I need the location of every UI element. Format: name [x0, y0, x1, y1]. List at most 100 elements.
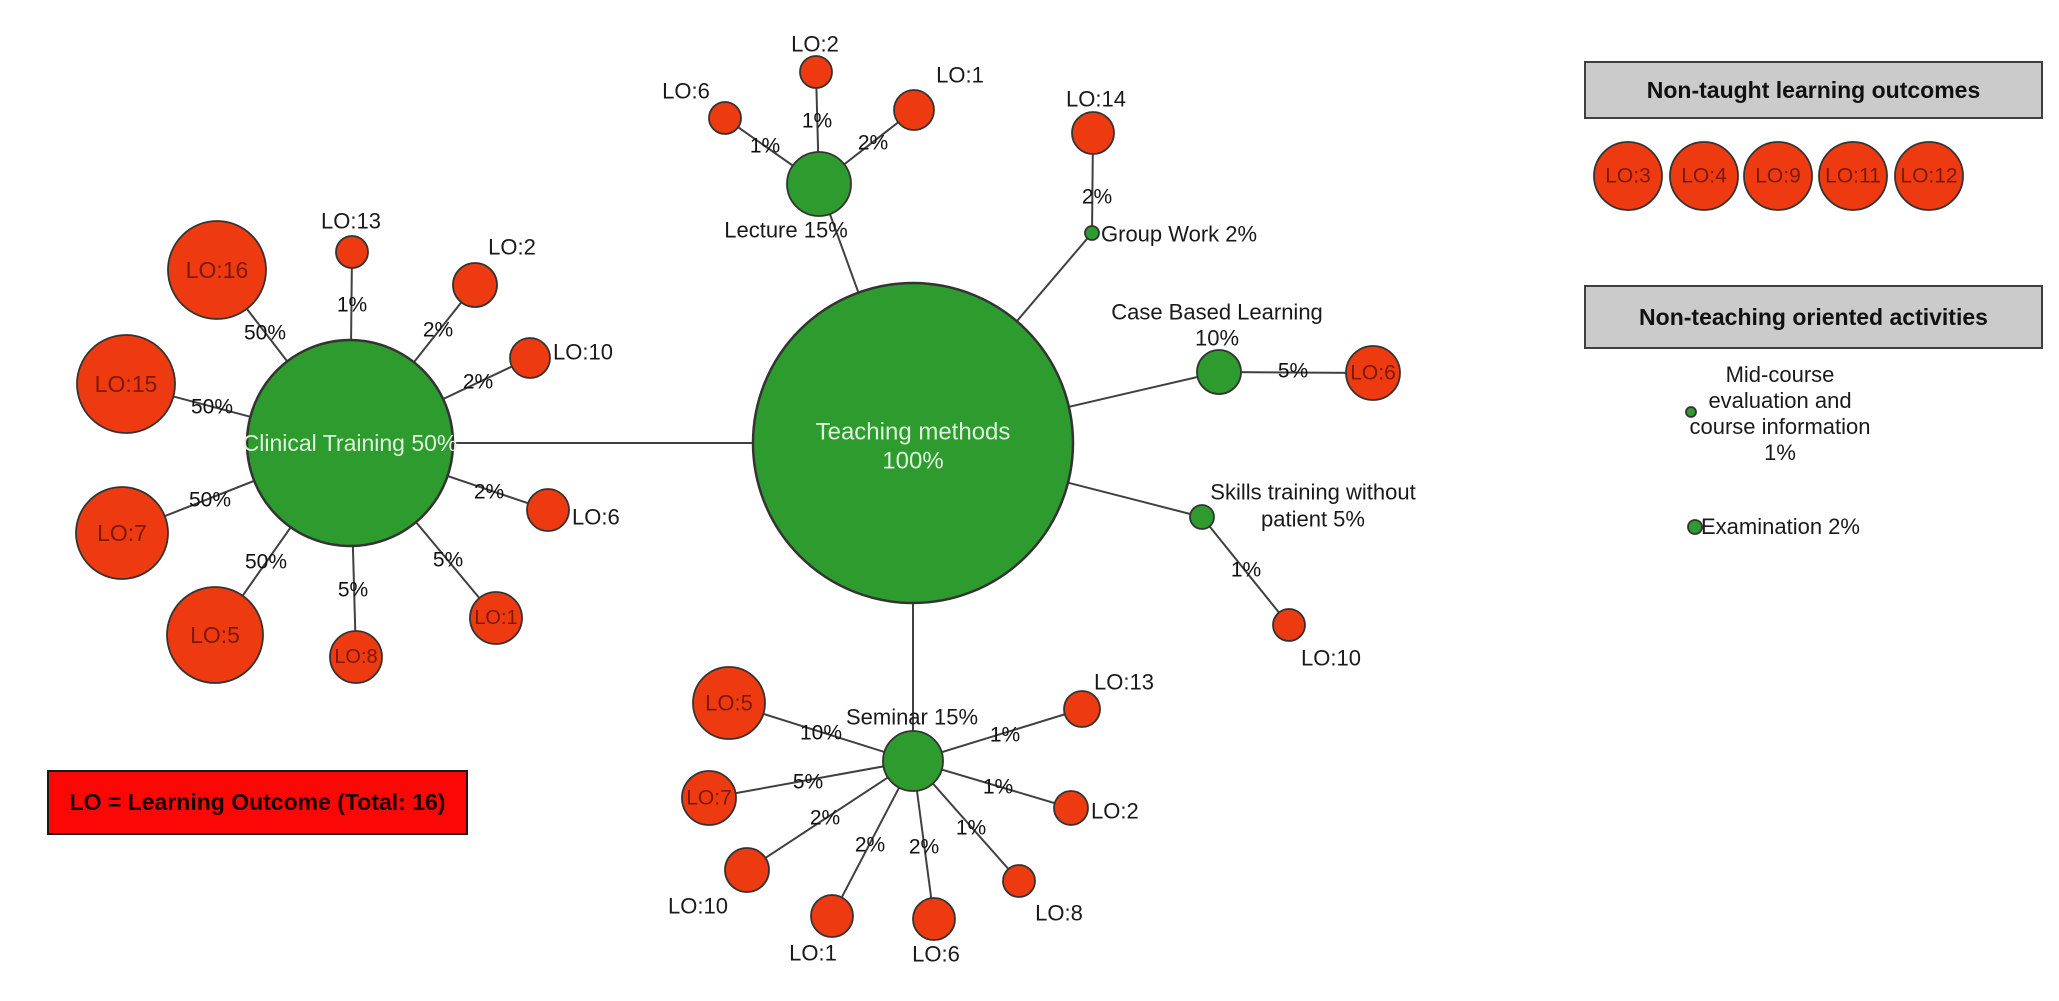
node-label-sem_lo7: LO:7 — [686, 787, 732, 810]
node-label-skills-line2: patient 5% — [1261, 507, 1365, 532]
node-label-sem_lo13: LO:13 — [1094, 670, 1154, 695]
node-label-cbl_lo6: LO:6 — [1350, 362, 1396, 385]
edge-label-clinical-cl_lo2: 2% — [423, 319, 453, 342]
node-label-cl_lo6: LO:6 — [572, 505, 620, 530]
edge-label-case_based-cbl_lo6: 5% — [1278, 360, 1308, 383]
node-seminar — [882, 730, 944, 792]
node-label-teaching-line2: 100% — [882, 448, 943, 475]
node-label-cl_lo16: LO:16 — [186, 257, 249, 283]
edge-label-seminar-sem_lo7: 5% — [793, 771, 823, 794]
node-cl_lo7 — [75, 486, 169, 580]
node-label-cl_lo7: LO:7 — [97, 520, 147, 546]
node-label-lec_lo1: LO:1 — [936, 63, 984, 88]
edge-label-lecture-lec_lo6: 1% — [750, 135, 780, 158]
node-label-case_based-line2: 10% — [1195, 326, 1239, 351]
node-label-cl_lo8: LO:8 — [334, 646, 377, 668]
node-sk_lo10 — [1272, 608, 1306, 642]
edge-label-clinical-cl_lo1: 5% — [433, 549, 463, 572]
examination-label: Examination 2% — [1701, 514, 1860, 539]
edge-label-clinical-cl_lo6: 2% — [474, 481, 504, 504]
non-teaching-activities-title: Non-teaching oriented activities — [1639, 303, 1988, 330]
mid-course-line-3: course information — [1689, 414, 1871, 439]
node-clinical — [245, 338, 455, 548]
edge-label-seminar-sem_lo5: 10% — [800, 722, 842, 745]
node-label-lo14: LO:14 — [1066, 87, 1126, 112]
node-cl_lo5 — [166, 586, 264, 684]
node-lec_lo6 — [708, 101, 742, 135]
node-label-nt_lo4: LO:4 — [1681, 165, 1727, 188]
node-label-nt_lo12: LO:12 — [1900, 165, 1957, 188]
edge-skills-sk_lo10 — [1201, 516, 1290, 626]
edge-label-skills-sk_lo10: 1% — [1231, 559, 1261, 582]
legend-box: LO = Learning Outcome (Total: 16) — [47, 770, 468, 835]
node-label-lec_lo6: LO:6 — [662, 79, 710, 104]
node-sem_lo6 — [912, 897, 956, 941]
node-label-cl_lo13: LO:13 — [321, 209, 381, 234]
node-cbl_lo6 — [1345, 345, 1401, 401]
node-label-sem_lo1: LO:1 — [789, 941, 837, 966]
node-cl_lo6 — [526, 488, 570, 532]
mid-course-evaluation-label: Mid-course evaluation and course informa… — [1680, 362, 1880, 466]
non-taught-outcomes-title: Non-taught learning outcomes — [1646, 76, 1981, 103]
mid-course-line-2: evaluation and — [1708, 388, 1852, 413]
node-label-cl_lo10: LO:10 — [553, 340, 613, 365]
node-label-lecture: Lecture 15% — [724, 218, 848, 243]
node-label-teaching-line1: Teaching methods — [816, 419, 1011, 446]
edge-label-seminar-sem_lo1: 2% — [855, 834, 885, 857]
node-mid_course_dot — [1685, 406, 1697, 418]
node-label-sem_lo5: LO:5 — [705, 691, 753, 716]
node-examination_dot — [1687, 519, 1703, 535]
node-lec_lo2 — [799, 55, 833, 89]
node-sem_lo5 — [692, 666, 766, 740]
edge-label-lecture-lec_lo1: 2% — [858, 132, 888, 155]
node-label-nt_lo9: LO:9 — [1755, 165, 1801, 188]
node-lecture — [786, 151, 852, 217]
node-sem_lo13 — [1063, 690, 1101, 728]
node-nt_lo11 — [1818, 141, 1888, 211]
edge-label-clinical-cl_lo8: 5% — [338, 579, 368, 602]
edge-label-seminar-sem_lo13: 1% — [990, 724, 1020, 747]
node-nt_lo9 — [1743, 141, 1813, 211]
node-teaching — [751, 281, 1075, 605]
edge-seminar-sem_lo10 — [746, 760, 914, 871]
node-label-sem_lo6: LO:6 — [912, 942, 960, 967]
node-label-sem_lo2: LO:2 — [1091, 799, 1139, 824]
node-label-sem_lo10: LO:10 — [668, 894, 728, 919]
edge-label-lecture-lec_lo2: 1% — [802, 110, 832, 133]
edge-label-seminar-sem_lo2: 1% — [983, 776, 1013, 799]
edge-label-seminar-sem_lo10: 2% — [810, 807, 840, 830]
node-label-group_work: Group Work 2% — [1101, 222, 1257, 247]
node-sem_lo8 — [1002, 864, 1036, 898]
edge-label-clinical-cl_lo10: 2% — [463, 371, 493, 394]
edge-label-clinical-cl_lo7: 50% — [189, 489, 231, 512]
mid-course-line-1: Mid-course — [1725, 362, 1835, 387]
node-label-case_based-line1: Case Based Learning — [1111, 300, 1323, 325]
node-cl_lo8 — [329, 630, 383, 684]
node-label-sk_lo10: LO:10 — [1301, 646, 1361, 671]
edge-label-seminar-sem_lo8: 1% — [956, 817, 986, 840]
edge-label-clinical-cl_lo5: 50% — [245, 551, 287, 574]
node-cl_lo16 — [167, 220, 267, 320]
node-label-sem_lo8: LO:8 — [1035, 901, 1083, 926]
node-lo14 — [1071, 111, 1115, 155]
node-label-clinical: Clinical Training 50% — [243, 430, 458, 456]
node-label-cl_lo5: LO:5 — [190, 622, 240, 648]
non-taught-outcomes-header: Non-taught learning outcomes — [1584, 61, 2043, 119]
node-cl_lo10 — [509, 337, 551, 379]
node-nt_lo4 — [1669, 141, 1739, 211]
edge-label-clinical-cl_lo13: 1% — [337, 294, 367, 317]
node-label-nt_lo11: LO:11 — [1825, 165, 1881, 188]
node-cl_lo2 — [452, 262, 498, 308]
node-nt_lo12 — [1894, 141, 1964, 211]
node-sem_lo2 — [1053, 790, 1089, 826]
node-label-nt_lo3: LO:3 — [1605, 165, 1651, 188]
node-label-lec_lo2: LO:2 — [791, 32, 839, 57]
edge-label-clinical-cl_lo15: 50% — [191, 396, 233, 419]
edge-label-seminar-sem_lo6: 2% — [909, 836, 939, 859]
node-cl_lo13 — [335, 235, 369, 269]
edge-seminar-sem_lo7 — [708, 760, 914, 799]
node-label-seminar: Seminar 15% — [846, 705, 978, 730]
node-nt_lo3 — [1593, 141, 1663, 211]
